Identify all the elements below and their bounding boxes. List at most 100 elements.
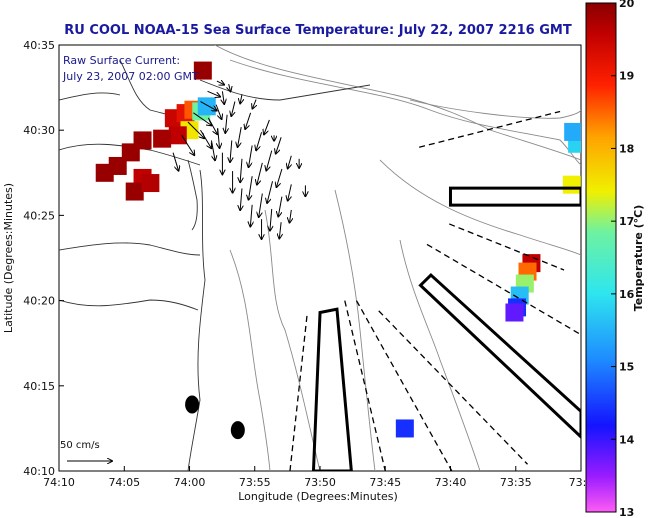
current-vector	[238, 127, 242, 147]
sst-cell	[197, 97, 216, 116]
sst-cell	[121, 143, 140, 162]
y-tick-label: 40:20	[23, 295, 55, 308]
dashed-line	[344, 300, 386, 471]
y-tick-label: 40:25	[23, 209, 55, 222]
middle-lane	[418, 273, 581, 440]
current-vector	[215, 104, 221, 119]
x-tick-label: 74:05	[108, 476, 140, 489]
sst-cell	[505, 303, 524, 322]
y-tick-label: 40:15	[23, 380, 55, 393]
y-tick-label: 40:35	[23, 39, 55, 52]
current-vector	[240, 188, 242, 210]
y-tick-label: 40:30	[23, 124, 55, 137]
colorbar-tick-label: 18	[619, 142, 634, 155]
annotation-line-2: July 23, 2007 02:00 GMT	[62, 70, 199, 83]
current-vector	[172, 152, 178, 171]
x-tick-label: 73:55	[239, 476, 271, 489]
sst-cell	[193, 61, 212, 80]
plot-area: Raw Surface Current: July 23, 2007 02:00…	[58, 44, 582, 472]
sst-cell	[141, 174, 160, 193]
contour-channel	[334, 189, 376, 471]
contour-inner	[229, 59, 581, 166]
x-tick-label: 73:35	[500, 476, 532, 489]
colorbar-tick-label: 17	[619, 215, 634, 228]
current-vector	[288, 155, 292, 169]
x-tick-label: 73:45	[369, 476, 401, 489]
coast-raritan	[59, 143, 201, 166]
x-axis: 74:10 74:05 74:00 73:55 73:50 73:45 73:40 73:35…	[43, 466, 593, 489]
colorbar-tick-label: 20	[619, 0, 635, 10]
dashed-line	[419, 110, 561, 148]
colorbar-tick-label: 14	[619, 433, 635, 446]
coast-nj	[187, 169, 206, 471]
sst-cell	[153, 129, 172, 148]
current-vector	[256, 132, 263, 150]
current-vector	[225, 114, 227, 133]
colorbar-ticks: 13 14 15 16 17 18 19 20	[611, 0, 635, 518]
current-vector	[181, 135, 195, 155]
lane-layer	[311, 186, 581, 471]
y-tick-label: 40:10	[23, 465, 55, 478]
scale-label: 50 cm/s	[60, 440, 100, 451]
sst-cell	[125, 182, 144, 201]
upper-lane	[448, 186, 581, 207]
lower-lane	[311, 307, 353, 471]
sst-cell	[562, 175, 581, 194]
coast-sandy-hook	[187, 159, 198, 231]
current-vector	[207, 117, 217, 134]
colorbar-label: Temperature (°C)	[632, 205, 645, 312]
sst-patch-layer	[95, 61, 581, 438]
contour-outer	[214, 45, 581, 161]
current-vector	[264, 119, 270, 134]
dashed-line-layer	[289, 110, 581, 471]
bathymetry-contours	[214, 45, 581, 471]
current-vector	[249, 176, 253, 199]
plot-frame	[58, 44, 582, 472]
current-vector	[245, 112, 252, 129]
current-vector	[200, 129, 211, 148]
current-vector	[257, 162, 263, 185]
inland-1	[59, 92, 121, 101]
current-vector	[249, 145, 253, 168]
dumping-site-marker	[230, 421, 245, 440]
current-vector	[277, 168, 283, 187]
current-vector	[259, 193, 263, 217]
colorbar-tick-label: 19	[619, 70, 634, 83]
current-vector	[288, 184, 292, 200]
current-vector	[210, 140, 215, 160]
current-vector	[266, 150, 273, 171]
inland-2	[59, 242, 201, 256]
current-vector	[240, 94, 242, 103]
x-tick-label: 74:10	[43, 476, 75, 489]
colorbar-tick-label: 16	[619, 288, 635, 301]
coast-li	[199, 79, 371, 101]
dumping-site-marker	[185, 395, 200, 414]
y-axis: 40:10 40:15 40:20 40:25 40:30 40:35	[23, 39, 64, 478]
annotation-line-1: Raw Surface Current:	[63, 54, 180, 67]
contour-channel-east	[399, 239, 481, 471]
current-vector	[193, 112, 211, 126]
blob-layer	[185, 395, 245, 440]
current-vector-layer	[172, 81, 305, 239]
current-vector	[231, 101, 235, 116]
current-vector	[229, 84, 231, 91]
colorbar-gradient	[585, 2, 617, 513]
chart-title: RU COOL NOAA-15 Sea Surface Temperature:…	[64, 23, 572, 38]
current-vector	[187, 121, 204, 138]
current-vector	[230, 140, 232, 162]
coastline	[59, 59, 371, 471]
dashed-line	[355, 300, 453, 471]
scale-arrow-group: 50 cm/s	[60, 440, 112, 461]
x-tick-label: 74:00	[174, 476, 206, 489]
dashed-line	[448, 223, 565, 271]
x-axis-label: Longitude (Degrees:Minutes)	[238, 490, 398, 503]
contour-west	[264, 209, 321, 471]
x-tick-label: 73:50	[304, 476, 336, 489]
current-vector	[267, 181, 273, 203]
dashed-line	[378, 310, 528, 465]
current-vector	[250, 204, 252, 227]
current-vector	[252, 99, 256, 109]
current-vector	[290, 209, 292, 223]
colorbar-tick-label: 15	[619, 361, 634, 374]
x-tick-label: 73:40	[435, 476, 467, 489]
